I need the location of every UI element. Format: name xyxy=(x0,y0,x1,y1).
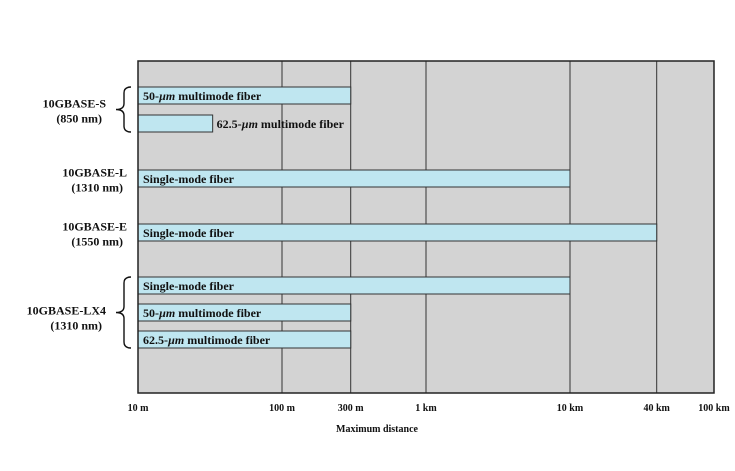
bar-label: 50-µm multimode fiber xyxy=(143,89,262,103)
group-wavelength: (1310 nm) xyxy=(50,319,102,333)
group-name: 10GBASE-S xyxy=(43,97,107,111)
x-axis-label: Maximum distance xyxy=(336,424,419,435)
bar-label: Single-mode fiber xyxy=(143,226,235,240)
group-bracket xyxy=(115,86,132,133)
bar-label: 50-µm multimode fiber xyxy=(143,306,262,320)
bar-label: 62.5-µm multimode fiber xyxy=(217,117,345,131)
bars: 50-µm multimode fiber 62.5-µm multimode f… xyxy=(137,86,658,349)
x-tick-label: 40 km xyxy=(643,403,670,414)
group-wavelength: (850 nm) xyxy=(56,112,102,126)
x-tick-label: 10 m xyxy=(128,403,150,414)
group-wavelength: (1550 nm) xyxy=(71,235,123,249)
group-name: 10GBASE-LX4 xyxy=(27,304,106,318)
group-wavelength: (1310 nm) xyxy=(71,181,123,195)
group-name: 10GBASE-L xyxy=(62,166,127,180)
bar-label: 62.5-µm multimode fiber xyxy=(143,333,271,347)
x-tick-label: 10 km xyxy=(557,403,584,414)
group-labels: 10GBASE-S(850 nm)10GBASE-L(1310 nm)10GBA… xyxy=(27,86,132,349)
x-tick-label: 1 km xyxy=(415,403,437,414)
x-tick-label: 300 m xyxy=(338,403,365,414)
bar xyxy=(137,114,214,133)
bar-label: Single-mode fiber xyxy=(143,172,235,186)
plot-border xyxy=(137,60,715,394)
bar-label: Single-mode fiber xyxy=(143,279,235,293)
group-name: 10GBASE-E xyxy=(62,220,127,234)
x-ticks: 10 m 100 m 300 m 1 km 10 km 40 km 100 km xyxy=(128,403,731,414)
x-tick-label: 100 m xyxy=(269,403,296,414)
group-bracket xyxy=(115,276,132,349)
x-tick-label: 100 km xyxy=(698,403,730,414)
